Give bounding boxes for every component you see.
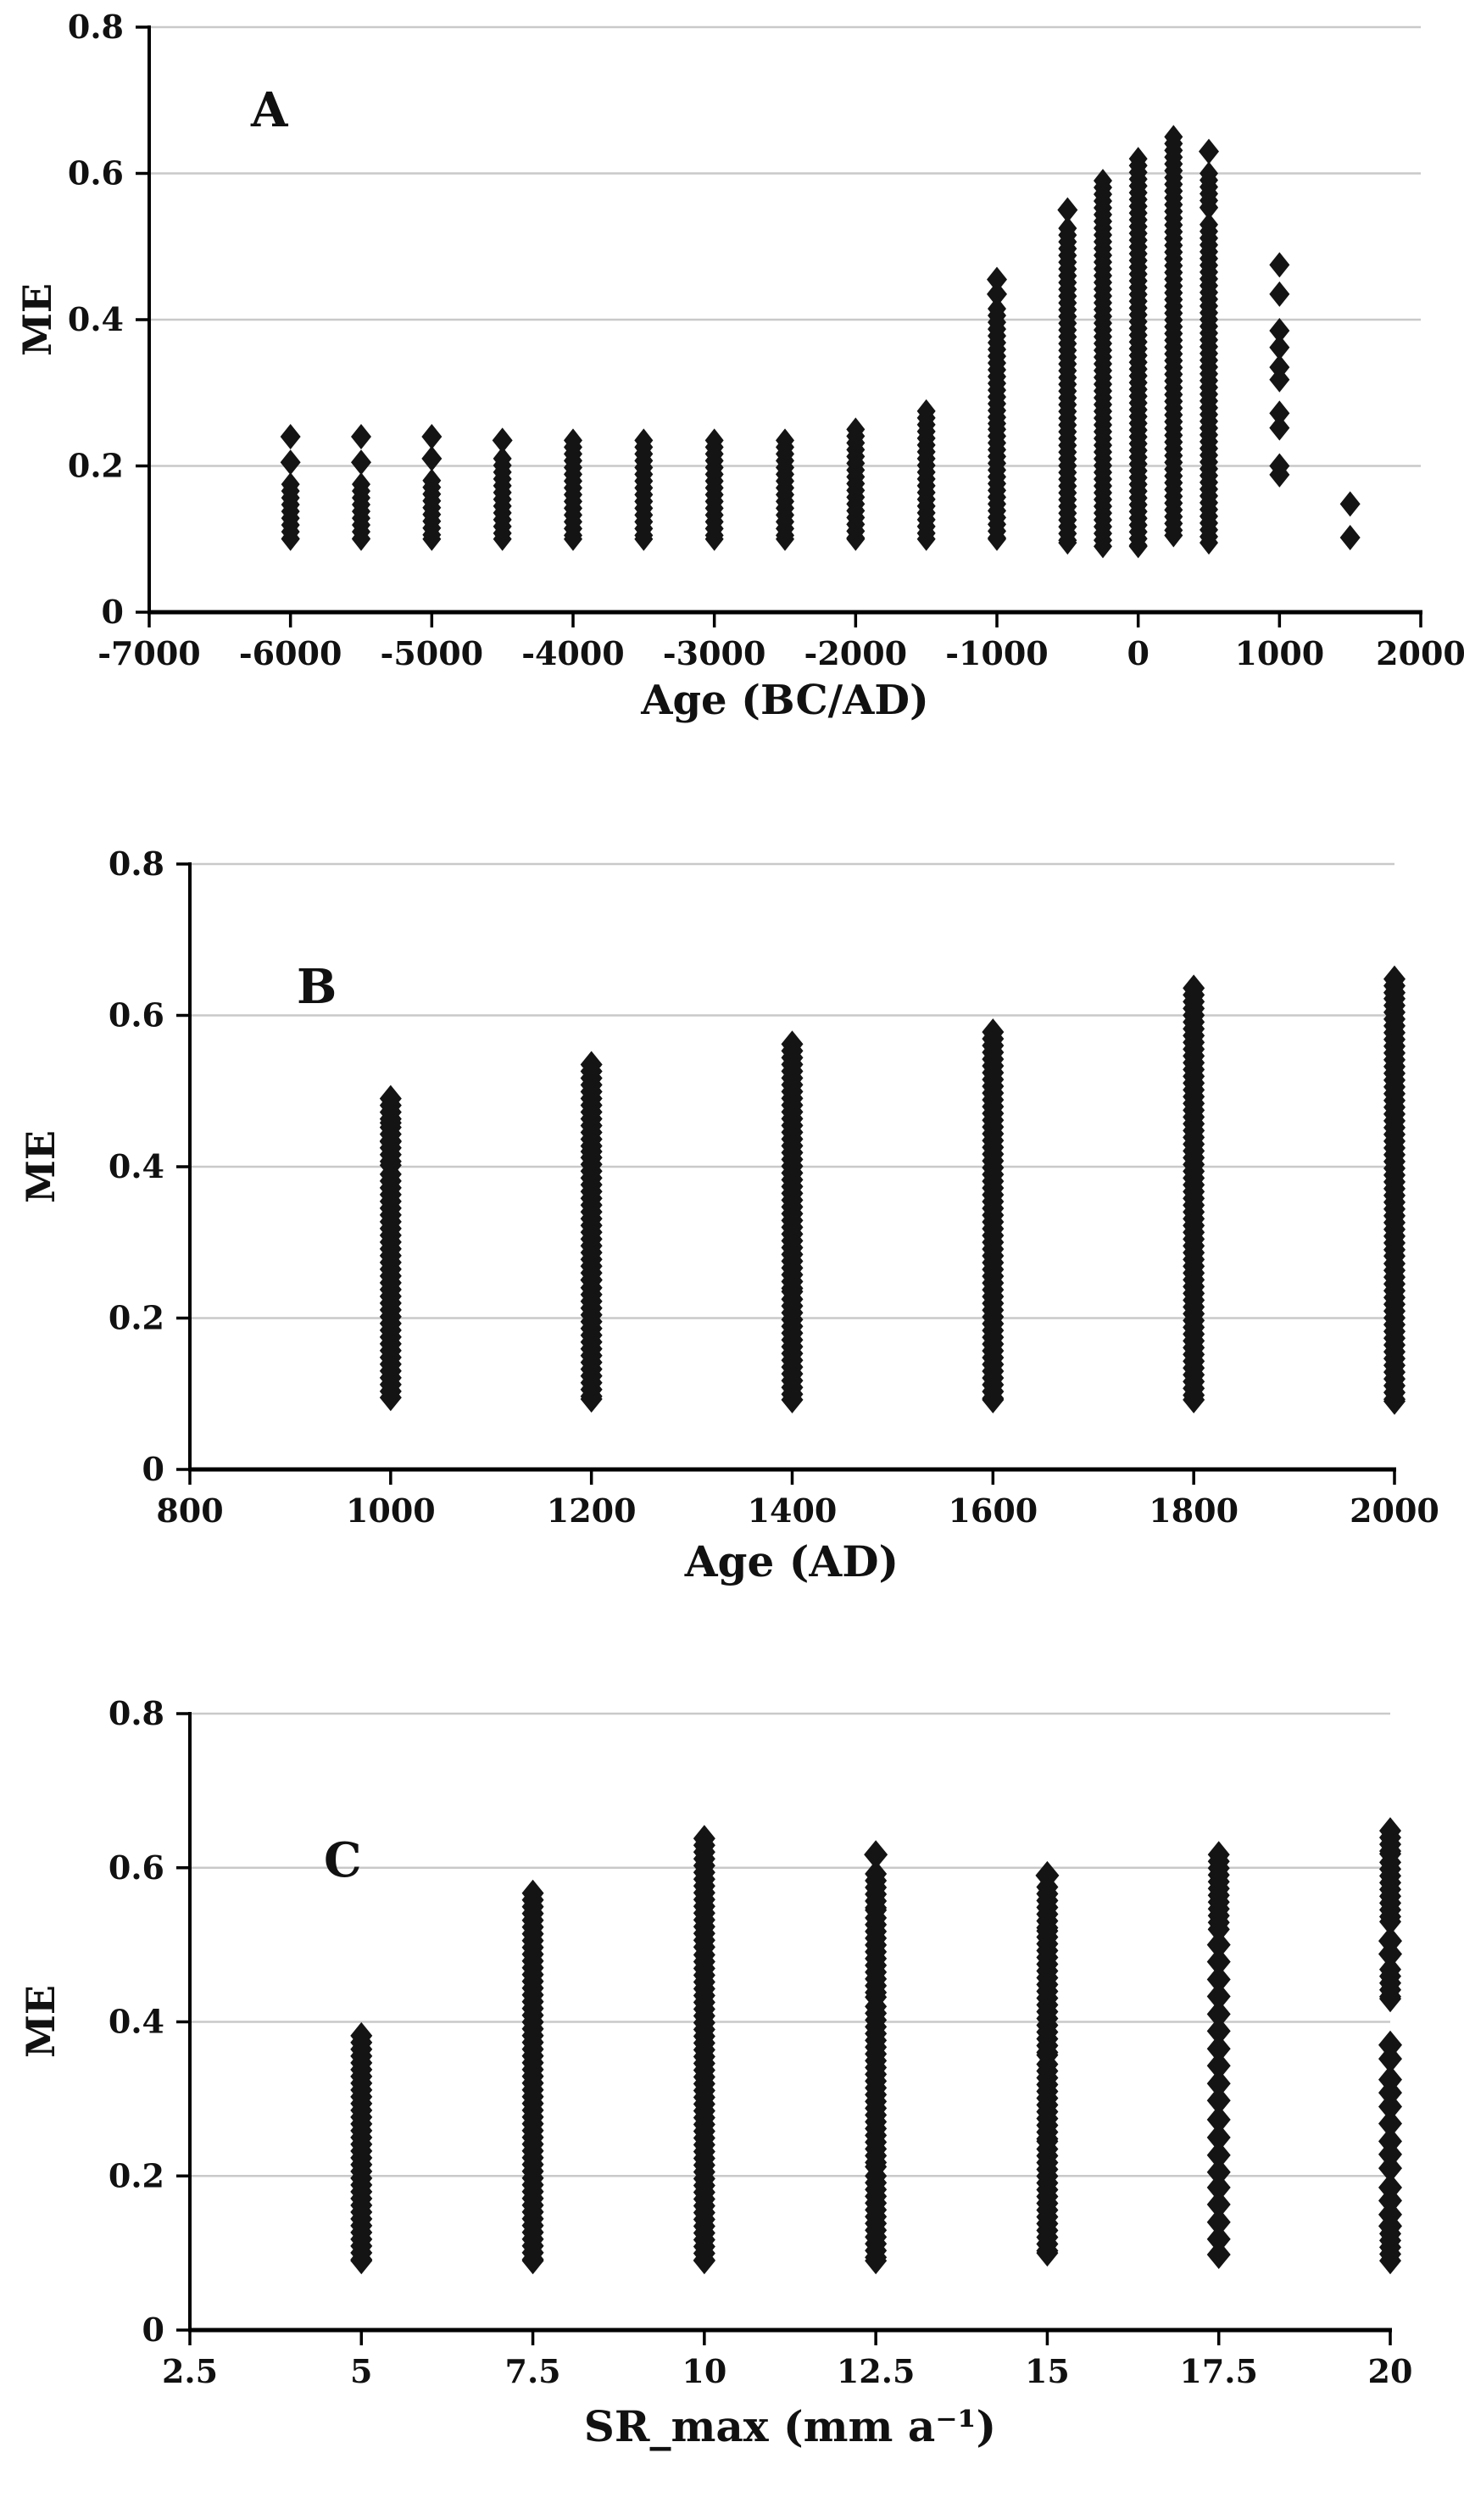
y-tick-label: 0.8 xyxy=(109,1694,164,1732)
y-tick-label: 0.4 xyxy=(109,1147,164,1185)
scatter-column-x--2500 xyxy=(776,428,794,551)
scatter-column-x-500 xyxy=(1199,138,1219,555)
x-tick-label: 17.5 xyxy=(1179,2352,1258,2390)
x-tick-label: -4000 xyxy=(521,634,625,672)
y-tick-label: 0.8 xyxy=(109,845,164,883)
x-tick-label: 2.5 xyxy=(162,2352,218,2390)
scatter-column-x-1200 xyxy=(580,1051,603,1413)
panel-c-figure: 0 0.2 0.4 0.6 0.8 2.5 5 7.5 10 12.5 15 17.5 20 C ME … xyxy=(0,1662,1464,2520)
scatter-column-x-0 xyxy=(1128,147,1148,559)
scatter-column-x-5 xyxy=(350,2021,373,2275)
x-tick-label: -5000 xyxy=(381,634,484,672)
scatter-column-x-250 xyxy=(1164,125,1183,548)
x-tick-label: -1000 xyxy=(945,634,1049,672)
x-tick-label: 15 xyxy=(1025,2352,1070,2390)
scatter-column-x-1800 xyxy=(1183,974,1205,1413)
x-tick-label: 0 xyxy=(1127,634,1149,672)
x-axis-title-a: Age (BC/AD) xyxy=(641,677,929,724)
x-tick-label: 1000 xyxy=(346,1491,436,1530)
scatter-column-x-1600 xyxy=(982,1018,1005,1413)
y-tick-label: 0.4 xyxy=(68,300,124,338)
scatter-column-x-10 xyxy=(693,1825,715,2275)
panel-letter-a: A xyxy=(251,82,288,138)
scatter-column-x-1400 xyxy=(781,1030,804,1413)
x-tick-label: -7000 xyxy=(97,634,201,672)
x-tick-label: -6000 xyxy=(239,634,342,672)
scatter-column-x-7.5 xyxy=(521,1879,544,2275)
scatter-column-x-2000 xyxy=(1383,965,1406,1415)
scatter-column-x--6000 xyxy=(280,424,301,551)
panel-a-plot: 0 0.2 0.4 0.6 0.8 -7000 -6000 -5000 -4000 -3000 -2… xyxy=(68,8,1464,672)
x-tick-label: 2000 xyxy=(1350,1491,1439,1530)
x-tick-label: 1000 xyxy=(1234,634,1324,672)
scatter-column-x--250 xyxy=(1094,169,1112,559)
scatter-column-x--1000 xyxy=(987,266,1007,551)
scatter-column-x--4000 xyxy=(564,428,582,551)
scatter-column-x-15 xyxy=(1035,1860,1060,2267)
x-tick-label: 800 xyxy=(156,1491,223,1530)
x-tick-label: 7.5 xyxy=(505,2352,561,2390)
panel-b-figure: 0 0.2 0.4 0.6 0.8 800 1000 1200 1400 1600 1800 2000… xyxy=(0,772,1464,1662)
scatter-column-x-1000 xyxy=(379,1084,402,1412)
panel-a-figure: 0 0.2 0.4 0.6 0.8 -7000 -6000 -5000 -4000 -3000 -2… xyxy=(0,0,1464,772)
scatter-column-x--500 xyxy=(1057,197,1078,555)
scatter-column-x-1000 xyxy=(1269,252,1290,488)
x-axis-title-c: SR_max (mm a⁻¹) xyxy=(583,2401,997,2451)
x-tick-label: 1600 xyxy=(948,1491,1038,1530)
x-tick-label: 5 xyxy=(350,2352,372,2390)
scatter-column-x-17.5 xyxy=(1206,1841,1231,2269)
panel-c-plot: 0 0.2 0.4 0.6 0.8 2.5 5 7.5 10 12.5 15 17.5 20 xyxy=(109,1694,1413,2390)
y-tick-label: 0.2 xyxy=(109,1299,164,1337)
scatter-column-x--3500 xyxy=(634,428,654,551)
x-axis-title-b: Age (AD) xyxy=(684,1536,899,1586)
x-tick-label: 2000 xyxy=(1376,634,1464,672)
scatter-column-x-1500 xyxy=(1339,491,1361,551)
y-tick-label: 0.6 xyxy=(68,154,124,192)
scatter-column-x-20 xyxy=(1378,1817,1402,2275)
scatter-column-x-12.5 xyxy=(864,1840,888,2275)
panel-letter-b: B xyxy=(297,959,337,1015)
scatter-column-x--1500 xyxy=(916,399,936,551)
scatter-column-x--5500 xyxy=(351,424,371,551)
y-tick-label: 0.6 xyxy=(109,996,164,1034)
y-tick-label: 0.6 xyxy=(109,1848,164,1887)
x-tick-label: 20 xyxy=(1368,2352,1413,2390)
scatter-column-x--2000 xyxy=(846,417,866,551)
y-tick-label: 0 xyxy=(142,2311,164,2349)
panel-letter-c: C xyxy=(324,1832,362,1888)
scatter-column-x--5000 xyxy=(421,424,443,551)
y-tick-label: 0.2 xyxy=(68,447,124,485)
x-tick-label: 1800 xyxy=(1149,1491,1239,1530)
x-tick-label: -2000 xyxy=(804,634,908,672)
y-tick-label: 0.2 xyxy=(109,2156,164,2194)
x-tick-label: -3000 xyxy=(663,634,766,672)
y-axis-title-c: ME xyxy=(18,1985,64,2058)
scatter-column-x--3000 xyxy=(704,428,724,551)
y-tick-label: 0.4 xyxy=(109,2003,164,2041)
panel-b-plot: 0 0.2 0.4 0.6 0.8 800 1000 1200 1400 1600 1800 2000 xyxy=(109,845,1439,1530)
y-axis-title-a: ME xyxy=(14,283,60,356)
scatter-column-x--4500 xyxy=(492,427,513,551)
y-tick-label: 0 xyxy=(142,1450,164,1488)
x-tick-label: 1200 xyxy=(547,1491,637,1530)
y-tick-label: 0 xyxy=(102,593,124,631)
x-tick-label: 10 xyxy=(682,2352,726,2390)
y-tick-label: 0.8 xyxy=(68,8,124,46)
x-tick-label: 12.5 xyxy=(837,2352,916,2390)
y-axis-title-b: ME xyxy=(18,1130,64,1203)
x-tick-label: 1400 xyxy=(748,1491,838,1530)
